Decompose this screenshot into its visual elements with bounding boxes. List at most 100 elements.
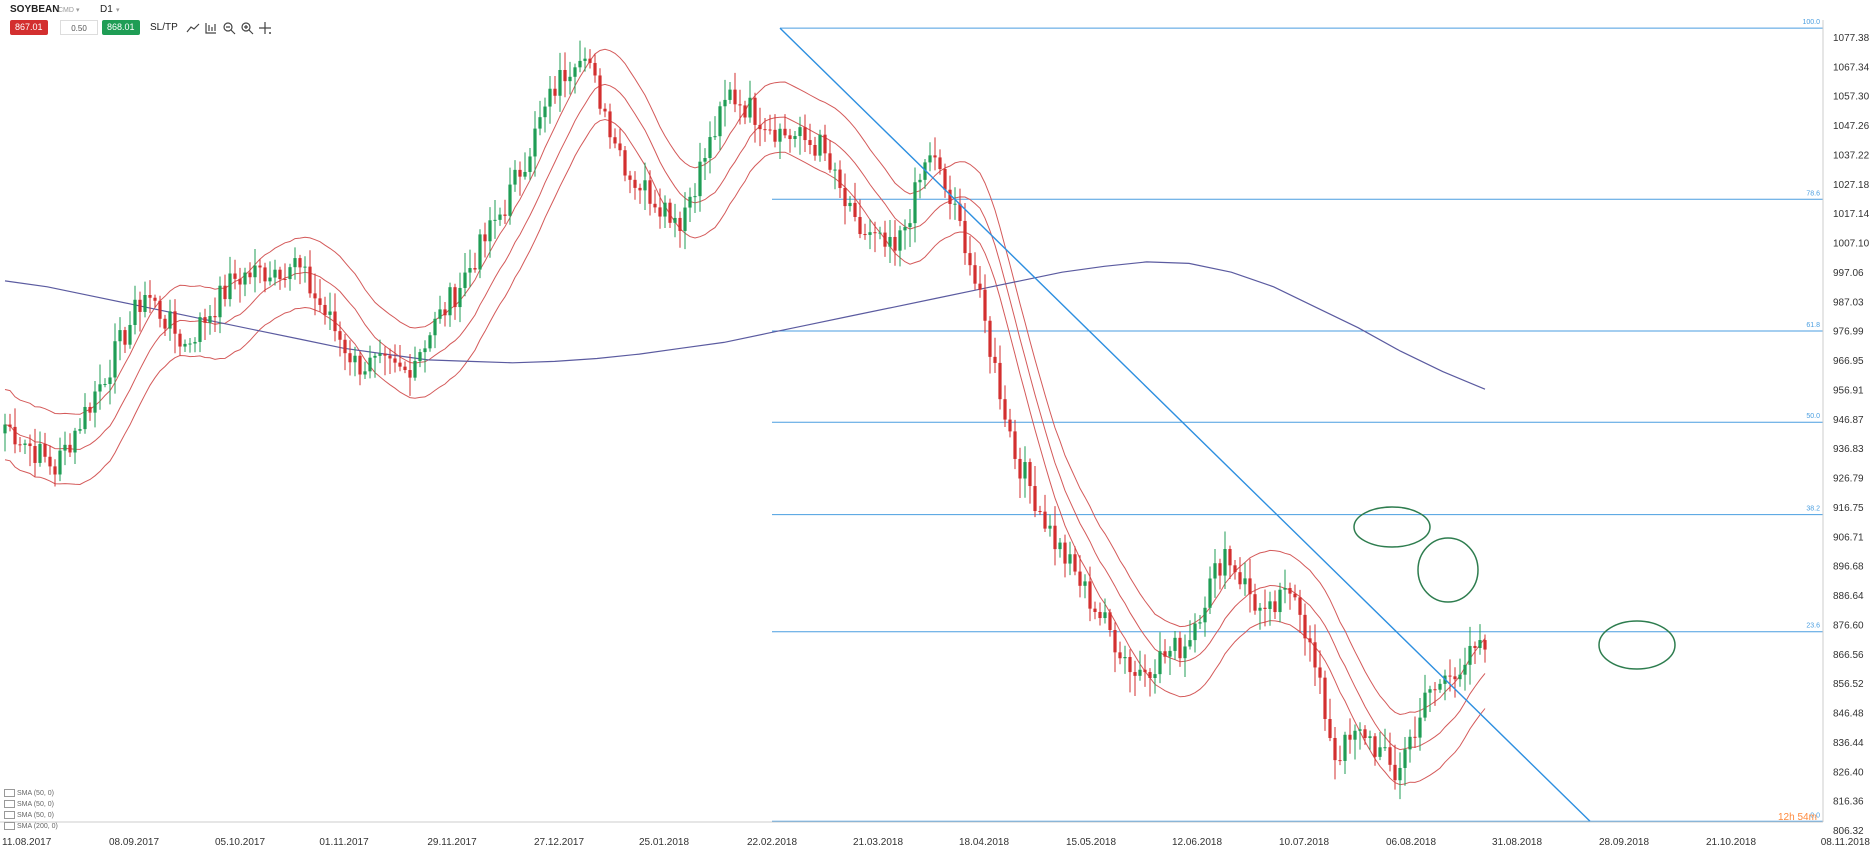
candle-body [1338,760,1342,762]
candle-body [718,106,722,137]
candle-body [1428,689,1432,693]
fib-level-label: 61.8 [1806,322,1820,329]
candle-body [1073,554,1077,572]
candle-body [1208,578,1212,608]
candle-body [253,265,257,278]
candle-body [203,317,207,323]
price-tick-label: 906.71 [1833,532,1864,543]
candle-body [1203,607,1207,623]
candle-body [1458,674,1462,680]
legend-sma-2[interactable]: SMA (50, 0) [4,800,54,808]
candle-body [538,117,542,129]
timeframe-select[interactable]: D1 [100,4,113,15]
candle-body [138,299,142,312]
sltp-button[interactable]: SL/TP [150,22,178,33]
candle-body [173,311,177,334]
candle-body [648,180,652,204]
candle-body [268,277,272,282]
candle-body [1103,612,1107,619]
price-tick-label: 886.64 [1833,591,1864,602]
candle-body [708,137,712,159]
sell-price-button[interactable]: 867.01 [10,20,48,35]
candle-body [1018,458,1022,479]
candle-body [898,230,902,251]
legend-sma-3[interactable]: SMA (50, 0) [4,811,54,819]
candle-body [1373,736,1377,757]
candle-body [443,309,447,316]
candle-body [53,466,57,475]
candle-body [848,202,852,207]
candle-body [853,202,857,217]
candle-body [323,304,327,315]
candle-body [8,424,12,427]
candle-body [13,426,17,445]
candle-body [1328,719,1332,738]
line-chart-icon[interactable] [186,21,200,35]
price-tick-label: 1067.34 [1833,62,1870,73]
time-tick-label: 21.03.2018 [853,837,903,848]
candle-body [103,384,107,386]
candle-body [483,234,487,242]
candle-body [598,75,602,109]
candle-body [1263,607,1267,609]
buy-price-button[interactable]: 868.01 [102,20,140,35]
candle-body [683,207,687,231]
candle-body [353,355,357,363]
candle-body [338,331,342,340]
candle-body [1423,692,1427,718]
candle-body [1068,554,1072,564]
zoom-in-icon[interactable] [240,21,254,35]
candle-body [893,236,897,251]
candle-body [368,357,372,372]
candle-body [1088,581,1092,609]
symbol-dropdown-icon[interactable]: ▾ [76,7,80,14]
candle-body [1268,601,1272,609]
candle-body [473,268,477,270]
candle-body [153,297,157,301]
candle-body [1353,730,1357,740]
candle-body [333,311,337,332]
candle-body [988,320,992,357]
legend-sma-4[interactable]: SMA (200, 0) [4,822,58,830]
candle-body [1403,749,1407,768]
legend-sma-1[interactable]: SMA (50, 0) [4,789,54,797]
candle-body [713,136,717,138]
candle-body [623,150,627,176]
candle-body [1053,525,1057,550]
candle-body [633,179,637,188]
time-tick-label: 12.06.2018 [1172,837,1222,848]
candle-body [493,219,497,221]
candle-body [583,58,587,61]
candle-body [1198,622,1202,624]
candle-body [1028,462,1032,487]
price-tick-label: 1007.10 [1833,239,1870,250]
timeframe-dropdown-icon[interactable]: ▾ [116,7,120,14]
candle-body [928,155,932,163]
time-tick-label: 29.11.2017 [427,837,477,848]
candle-body [1223,549,1227,576]
candle-body [668,202,672,223]
time-tick-label: 11.08.2017 [2,837,52,848]
candle-body [1318,667,1322,678]
indicator-icon[interactable] [204,21,218,35]
candle-body [1213,563,1217,579]
candle-body [608,111,612,138]
candle-body [1408,736,1412,750]
candle-body [808,140,812,145]
candle-body [243,272,247,285]
candle-body [498,214,502,220]
candle-body [638,187,642,191]
price-tick-label: 936.83 [1833,444,1864,455]
symbol-name[interactable]: SOYBEAN [10,4,60,15]
candle-body [1083,581,1087,586]
candle-body [588,58,592,63]
candle-body [1378,747,1382,757]
time-tick-label: 25.01.2018 [639,837,689,848]
candle-body [693,196,697,198]
zoom-out-icon[interactable] [222,21,236,35]
candle-body [378,353,382,356]
crosshair-icon[interactable] [258,21,272,35]
candle-body [1463,664,1467,675]
candle-body [348,353,352,363]
